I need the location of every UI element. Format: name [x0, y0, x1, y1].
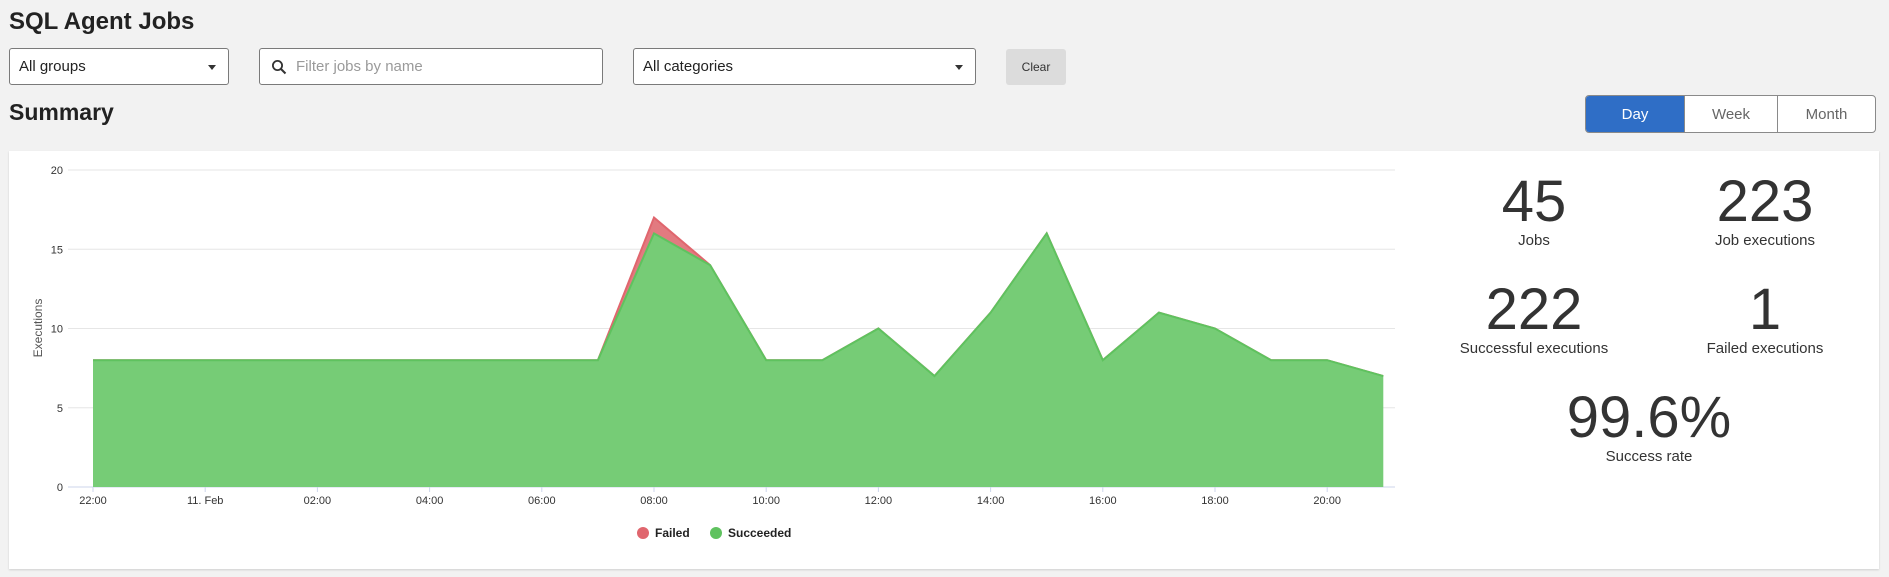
job-search-input[interactable]	[296, 58, 586, 75]
group-select[interactable]: All groups	[9, 48, 229, 85]
period-toggle: Day Week Month	[1585, 95, 1876, 133]
job-executions-label: Job executions	[1714, 232, 1816, 249]
failed-executions-stat: 1 Failed executions	[1645, 277, 1885, 358]
category-select-value: All categories	[643, 58, 734, 75]
x-tick-label: 04:00	[416, 495, 444, 507]
x-tick-label: 11. Feb	[187, 495, 224, 507]
y-tick-label: 15	[51, 244, 63, 256]
clear-button[interactable]: Clear	[1006, 49, 1066, 85]
summary-title: Summary	[9, 99, 114, 125]
job-executions-count: 223	[1716, 169, 1814, 234]
x-tick-label: 20:00	[1313, 495, 1341, 507]
caret-down-icon	[208, 65, 216, 70]
success-rate-value: 99.6%	[1566, 385, 1732, 450]
legend-marker[interactable]	[710, 527, 722, 539]
period-day-button[interactable]: Day	[1586, 96, 1684, 132]
failed-executions-count: 1	[1748, 277, 1782, 342]
page-title: SQL Agent Jobs	[9, 8, 195, 35]
legend-item-succeeded[interactable]: Succeeded	[728, 526, 791, 540]
successful-executions-count: 222	[1485, 277, 1583, 342]
group-select-value: All groups	[19, 58, 86, 75]
period-month-button[interactable]: Month	[1777, 96, 1875, 132]
x-tick-label: 14:00	[977, 495, 1005, 507]
x-tick-label: 18:00	[1201, 495, 1229, 507]
y-tick-label: 5	[57, 403, 63, 415]
x-tick-label: 16:00	[1089, 495, 1117, 507]
search-icon	[272, 59, 287, 74]
successful-executions-label: Successful executions	[1459, 340, 1609, 357]
y-axis-title: Executions	[31, 299, 45, 358]
legend-marker[interactable]	[637, 527, 649, 539]
y-tick-label: 20	[51, 165, 63, 177]
x-tick-label: 12:00	[865, 495, 893, 507]
succeeded-line	[93, 231, 1384, 378]
x-tick-label: 02:00	[304, 495, 332, 507]
job-executions-stat: 223 Job executions	[1645, 169, 1885, 250]
summary-card: 0 5 10 15 20 22:00 11. Feb 02:00 04:00 06:00 08:0…	[9, 151, 1879, 569]
y-tick-label: 10	[51, 324, 63, 336]
x-tick-label: 08:00	[640, 495, 668, 507]
period-week-button[interactable]: Week	[1684, 96, 1777, 132]
failed-executions-label: Failed executions	[1706, 340, 1824, 357]
x-tick-label: 22:00	[79, 495, 107, 507]
jobs-count: 45	[1501, 169, 1567, 234]
x-tick-label: 10:00	[752, 495, 780, 507]
y-tick-label: 0	[57, 482, 63, 494]
succeeded-area	[93, 233, 1384, 487]
caret-down-icon	[955, 65, 963, 70]
category-select[interactable]: All categories	[633, 48, 976, 85]
successful-executions-stat: 222 Successful executions	[1414, 277, 1654, 358]
jobs-label: Jobs	[1518, 232, 1550, 249]
job-search-field[interactable]	[259, 48, 603, 85]
executions-chart: 0 5 10 15 20 22:00 11. Feb 02:00 04:00 06:00 08:0…	[31, 165, 1395, 540]
legend-item-failed[interactable]: Failed	[655, 526, 690, 540]
x-tick-label: 06:00	[528, 495, 556, 507]
success-rate-stat: 99.6% Success rate	[1529, 385, 1769, 466]
jobs-stat: 45 Jobs	[1414, 169, 1654, 250]
success-rate-label: Success rate	[1605, 448, 1693, 465]
